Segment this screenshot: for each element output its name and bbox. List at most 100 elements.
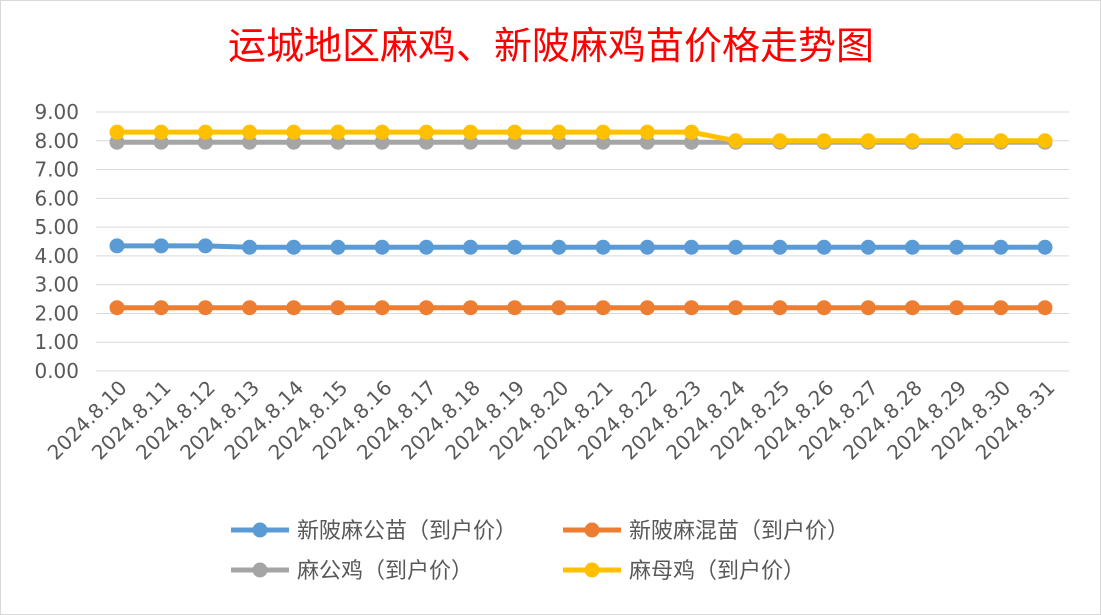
y-tick-label: 4.00 [34,244,79,268]
y-tick-label: 8.00 [34,129,79,153]
data-point [993,133,1009,149]
legend-item-2: 新陂麻混苗（到户价） [563,519,849,544]
legend-item-4: 麻母鸡（到户价） [563,559,805,584]
data-point [153,124,169,140]
data-point [418,239,434,255]
series-2 [109,300,1053,316]
data-point [286,239,302,255]
grid-lines [96,111,1069,372]
data-point [683,300,699,316]
data-point [153,300,169,316]
data-point [816,133,832,149]
data-point [286,124,302,140]
data-point [153,238,169,254]
data-point [242,124,258,140]
data-point [993,300,1009,316]
data-point [197,238,213,254]
data-point [904,300,920,316]
data-point [860,300,876,316]
data-point [109,238,125,254]
data-point [463,239,479,255]
data-point [1037,133,1053,149]
legend-swatch-marker [252,522,268,538]
legend-label: 麻公鸡（到户价） [297,559,473,584]
series-line-4 [117,129,1045,144]
data-point [772,239,788,255]
data-point [904,239,920,255]
data-point [816,300,832,316]
data-point [463,300,479,316]
data-point [418,300,434,316]
data-point [374,300,390,316]
legend-item-1: 新陂麻公苗（到户价） [231,519,517,544]
data-point [993,239,1009,255]
data-point [1037,300,1053,316]
data-point [683,239,699,255]
legend-label: 麻母鸡（到户价） [629,559,805,584]
data-point [949,300,965,316]
data-point [197,300,213,316]
data-point [772,300,788,316]
y-tick-label: 3.00 [34,273,79,297]
data-point [374,124,390,140]
x-axis: 2024.8.102024.8.112024.8.122024.8.132024… [43,376,1060,465]
legend-label: 新陂麻混苗（到户价） [629,519,849,544]
data-point [507,239,523,255]
data-point [330,124,346,140]
data-point [463,124,479,140]
data-point [595,239,611,255]
y-tick-label: 2.00 [34,301,79,325]
series-4 [109,124,1053,149]
data-point [595,300,611,316]
data-point [639,124,655,140]
data-point [595,124,611,140]
data-point [904,133,920,149]
data-point [728,239,744,255]
data-point [197,124,213,140]
legend-swatch-marker [252,562,268,578]
data-point [949,239,965,255]
data-point [816,239,832,255]
legend-swatch-marker [584,562,600,578]
data-point [551,300,567,316]
data-point [683,124,699,140]
y-tick-label: 6.00 [34,186,79,210]
y-tick-label: 9.00 [34,100,79,124]
data-point [1037,239,1053,255]
data-point [639,300,655,316]
chart-title: 运城地区麻鸡、新陂麻鸡苗价格走势图 [228,24,874,68]
legend: 新陂麻公苗（到户价） 新陂麻混苗（到户价） 麻公鸡（到户价） 麻母鸡（到户价） [231,519,849,584]
data-point [374,239,390,255]
data-point [507,124,523,140]
data-point [109,300,125,316]
data-point [418,124,434,140]
legend-swatch-marker [584,522,600,538]
data-point [949,133,965,149]
legend-label: 新陂麻公苗（到户价） [297,519,517,544]
data-point [242,300,258,316]
y-tick-label: 5.00 [34,215,79,239]
y-tick-label: 0.00 [34,359,79,383]
data-point [860,133,876,149]
data-point [551,124,567,140]
data-point [286,300,302,316]
data-point [330,239,346,255]
data-point [551,239,567,255]
data-point [728,133,744,149]
series-1 [109,238,1053,255]
data-point [772,133,788,149]
data-point [242,239,258,255]
data-point [728,300,744,316]
legend-item-3: 麻公鸡（到户价） [231,559,473,584]
y-axis: 0.00 1.00 2.00 3.00 4.00 5.00 6.00 7.00 8.00 9.00 [34,100,79,383]
data-point [109,124,125,140]
y-tick-label: 7.00 [34,158,79,182]
data-point [639,239,655,255]
data-point [507,300,523,316]
series-line-1 [117,243,1045,250]
data-point [860,239,876,255]
series-layer [109,124,1053,316]
y-tick-label: 1.00 [34,330,79,354]
